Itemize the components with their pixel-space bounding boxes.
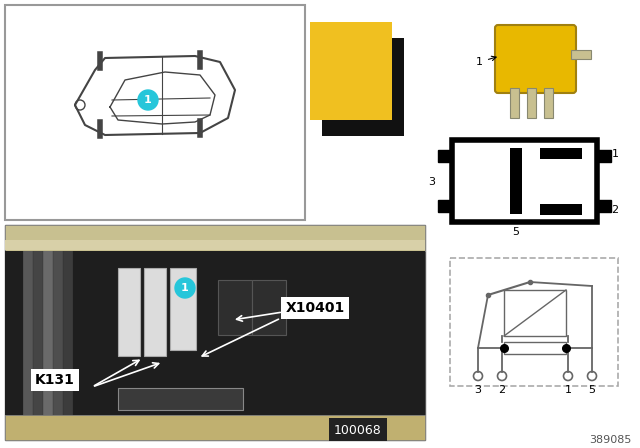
Bar bbox=[5, 251, 425, 415]
Bar bbox=[527, 88, 536, 118]
Text: X10401: X10401 bbox=[285, 301, 344, 315]
Text: 3: 3 bbox=[474, 385, 481, 395]
Bar bbox=[597, 150, 611, 162]
Bar bbox=[504, 342, 566, 354]
Bar bbox=[504, 290, 566, 336]
Bar bbox=[170, 268, 196, 350]
Bar bbox=[218, 280, 252, 335]
Text: 389085: 389085 bbox=[589, 435, 632, 445]
Bar bbox=[5, 240, 425, 250]
Text: 5: 5 bbox=[589, 385, 595, 395]
Text: 1: 1 bbox=[564, 385, 572, 395]
Circle shape bbox=[175, 278, 195, 298]
Bar bbox=[438, 200, 452, 212]
Bar bbox=[5, 225, 425, 440]
Bar bbox=[571, 50, 591, 59]
Bar bbox=[452, 140, 597, 222]
Bar bbox=[252, 280, 286, 335]
Bar bbox=[118, 388, 243, 410]
Text: K131: K131 bbox=[35, 373, 75, 387]
Text: 1: 1 bbox=[611, 149, 618, 159]
Bar bbox=[322, 38, 404, 136]
Bar bbox=[540, 148, 582, 159]
Bar bbox=[144, 268, 166, 356]
Text: 100068: 100068 bbox=[334, 423, 382, 436]
Bar bbox=[438, 150, 452, 162]
Bar bbox=[5, 5, 305, 220]
Bar bbox=[310, 22, 392, 120]
Bar bbox=[540, 204, 582, 215]
Circle shape bbox=[138, 90, 158, 110]
Bar bbox=[597, 200, 611, 212]
Text: 5: 5 bbox=[513, 227, 520, 237]
Text: 2: 2 bbox=[499, 385, 506, 395]
Text: 1: 1 bbox=[144, 95, 152, 105]
Bar bbox=[510, 148, 522, 214]
Bar bbox=[118, 268, 140, 356]
Bar bbox=[450, 258, 618, 386]
Text: 1: 1 bbox=[476, 56, 496, 67]
Bar bbox=[544, 88, 553, 118]
Text: 1: 1 bbox=[181, 283, 189, 293]
Bar bbox=[510, 88, 519, 118]
Text: 3: 3 bbox=[429, 177, 435, 187]
Bar bbox=[5, 225, 425, 251]
FancyBboxPatch shape bbox=[495, 25, 576, 93]
Text: 2: 2 bbox=[611, 205, 619, 215]
Bar bbox=[5, 415, 425, 440]
